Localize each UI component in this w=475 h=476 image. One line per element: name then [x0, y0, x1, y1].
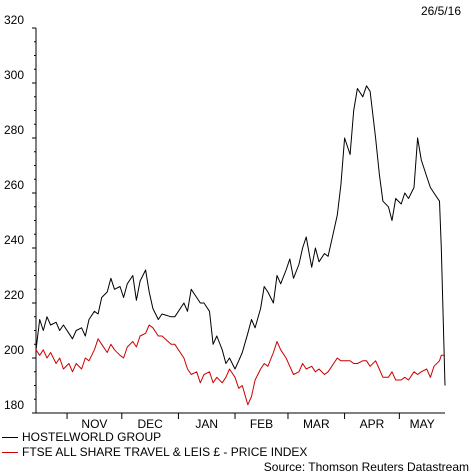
x-axis: NOV DEC JAN FEB MAR APR MAY — [66, 413, 435, 431]
x-tick-label-apr: APR — [360, 417, 385, 431]
legend-item-ftse: FTSE ALL SHARE TRAVEL & LEIS £ - PRICE I… — [0, 445, 307, 459]
x-tick-label-nov: NOV — [81, 417, 107, 431]
legend-item-hostelworld: HOSTELWORLD GROUP — [0, 430, 161, 444]
series-line-1 — [35, 324, 445, 406]
series-line-0 — [35, 85, 446, 386]
y-tick-label: 180 — [4, 398, 24, 412]
y-tick-label: 300 — [4, 68, 24, 82]
legend-swatch-ftse — [2, 452, 18, 454]
y-tick-label: 280 — [4, 123, 24, 137]
series-layer — [35, 85, 446, 406]
plot-frame — [35, 28, 445, 414]
y-tick-label: 320 — [4, 13, 24, 27]
x-tick-label-mar: MAR — [303, 417, 330, 431]
y-tick-label: 260 — [4, 178, 24, 192]
y-tick-label: 200 — [4, 343, 24, 357]
legend-swatch-hostelworld — [2, 437, 18, 439]
legend-label-ftse: FTSE ALL SHARE TRAVEL & LEIS £ - PRICE I… — [22, 445, 308, 459]
y-tick-label: 220 — [4, 288, 24, 302]
x-tick-label-jan: JAN — [195, 417, 218, 431]
x-tick-label-dec: DEC — [137, 417, 163, 431]
x-tick-label-feb: FEB — [250, 417, 273, 431]
x-tick-label-may: MAY — [410, 417, 435, 431]
source-note: Source: Thomson Reuters Datastream — [263, 460, 469, 474]
date-label: 26/5/16 — [420, 4, 461, 18]
y-axis: 180 200 220 240 260 280 300 320 — [4, 13, 36, 414]
legend-label-hostelworld: HOSTELWORLD GROUP — [22, 430, 162, 444]
y-tick-label: 240 — [4, 233, 24, 247]
